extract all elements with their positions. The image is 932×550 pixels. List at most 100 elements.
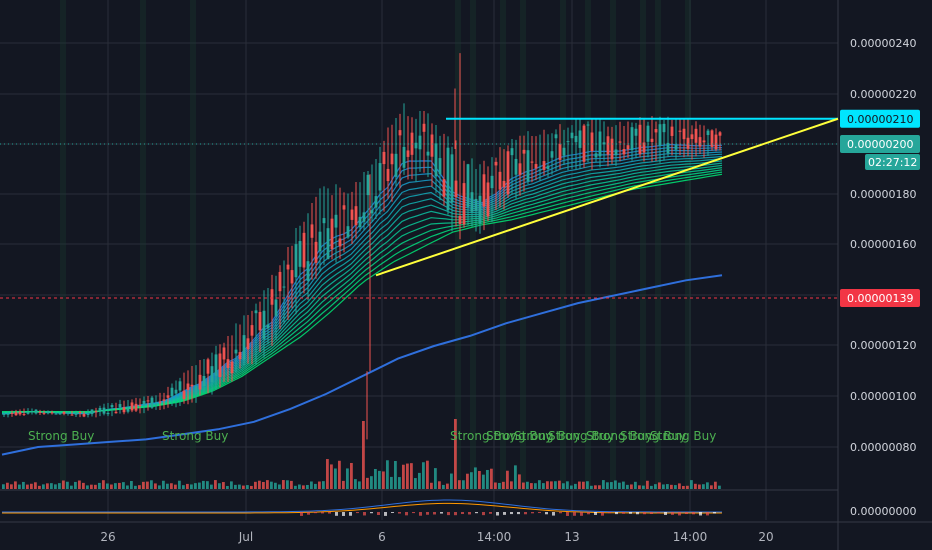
time-tick-label: 26 [100,530,115,544]
volume-bar [486,469,489,489]
volume-bar [710,485,713,489]
signal-band [520,0,526,490]
volume-bar [230,481,233,489]
oscillator-histogram [342,512,345,516]
volume-bar [90,484,93,489]
oscillator-histogram [622,512,625,514]
candle-body [170,387,174,397]
volume-bar [378,470,381,489]
oscillator-histogram [489,512,492,514]
volume-bar [194,483,197,489]
candle-body [302,232,306,268]
candle-body [294,244,298,278]
volume-bar [690,480,693,489]
volume-bar [562,483,565,489]
trendline-group[interactable] [375,117,839,277]
oscillator-histogram [503,512,506,515]
volume-bar [466,473,469,489]
candle-body [62,411,66,414]
oscillator-histogram [377,512,380,515]
candle-body [354,206,358,226]
candle-body [58,413,62,415]
price-tick-label: 0.00000080 [850,441,916,454]
volume-bar [42,484,45,489]
candle-body [630,127,634,151]
volume-bar [630,484,633,489]
candle-body [398,130,402,136]
volume-bar [374,468,377,489]
signal-band [640,0,646,490]
candle-body [218,353,222,378]
signal-band [60,0,66,490]
signal-label-strong-buy: Strong Buy [162,429,228,443]
time-axis[interactable]: 26 Jul 6 14:00 13 14:00 20 [100,530,773,544]
oscillator-histogram [678,512,681,516]
volume-bar [582,481,585,489]
volume-bar [666,484,669,489]
volume-bar [98,482,101,489]
price-tick-label: 0.00000120 [850,339,916,352]
signal-label-strong-buy: Strong Buy [650,429,716,443]
oscillator-histogram [384,512,387,516]
volume-bar [74,481,77,489]
volume-bar [450,473,453,489]
oscillator-histogram [391,512,394,514]
oscillator-histogram [447,512,450,516]
candle-body [466,164,470,207]
candle-body [502,180,506,188]
candle-body [66,412,70,414]
price-tick-label: 0.00000240 [850,37,916,50]
time-tick-label: 6 [378,530,386,544]
volume-bar [362,421,365,489]
volume-bar [222,482,225,489]
candle-body [178,381,182,391]
candle-body [46,411,50,414]
volume-bar [118,482,121,489]
candle-body [310,224,314,238]
candle-body [326,228,330,260]
candle-body [418,135,422,150]
candle-body [186,383,190,390]
oscillator-histogram [496,512,499,516]
candle-body [482,174,486,207]
candle-body [182,390,186,399]
oscillator-histogram [538,512,541,514]
volume-bar [154,483,157,489]
volume-bar [218,483,221,489]
candlesticks [2,53,722,440]
signal-label-strong-buy: Strong Buy [28,429,94,443]
candle-body [434,143,438,177]
volume-bar [298,484,301,489]
oscillator-histogram [370,512,373,514]
signal-band [560,0,566,490]
candle-body [662,123,666,133]
volume-bar [86,485,89,489]
volume-bar [422,462,425,489]
candle-body [42,412,46,414]
candle-body [322,218,326,224]
candle-body [654,129,658,133]
price-tick-label: 0.00000220 [850,88,916,101]
volume-bar [338,460,341,489]
candle-body [70,414,74,416]
candle-body [30,411,34,413]
volume-bar [514,465,517,489]
oscillator-histogram [300,512,303,516]
candle-body [606,136,610,155]
ascending-trendline [375,117,839,277]
candle-body [422,123,426,132]
candle-body [438,158,442,175]
volume-bar [30,483,33,489]
volume-bar [330,464,333,489]
volume-bar [106,483,109,489]
candle-body [82,413,86,417]
volume-bar [234,484,237,489]
countdown-badge: 02:27:12 [868,156,917,169]
candle-body [618,141,622,143]
volume-bar [594,485,597,489]
volume-bar [318,481,321,489]
oscillator-histogram [664,512,667,515]
candle-body [698,137,702,147]
